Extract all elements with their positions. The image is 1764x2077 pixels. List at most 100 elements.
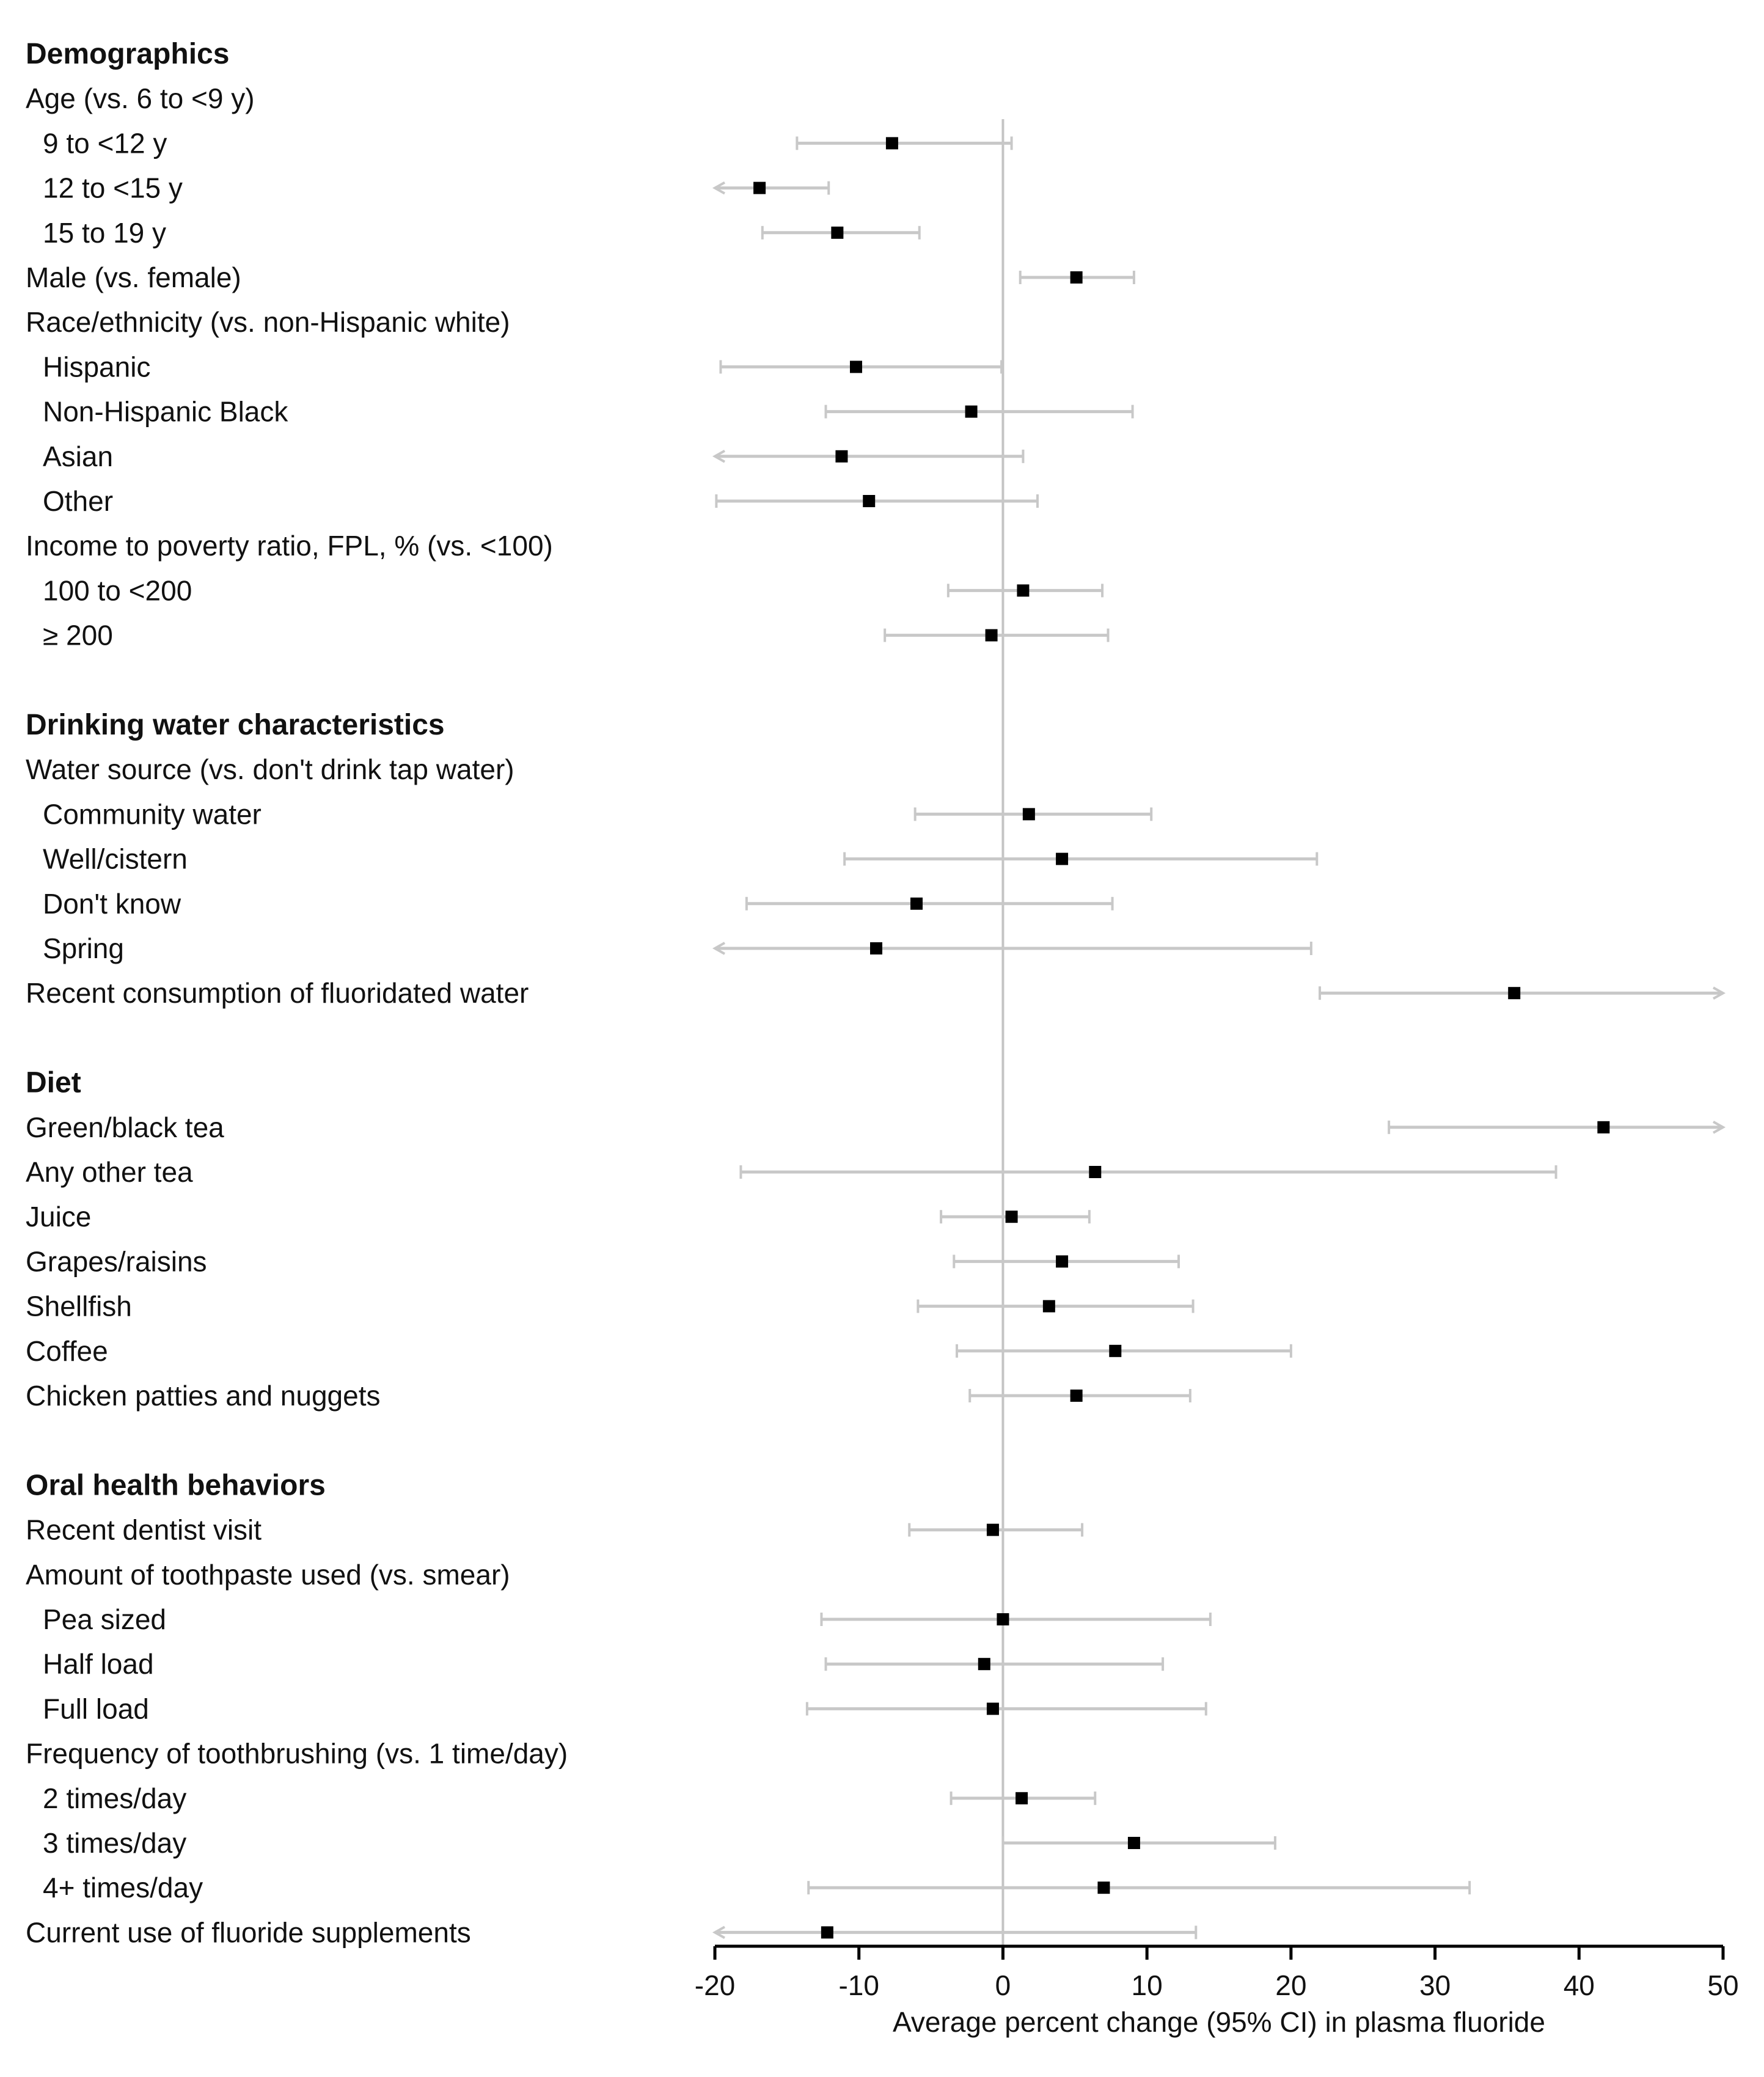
ci-row <box>940 1210 1091 1224</box>
point-estimate <box>885 137 898 150</box>
ci-row <box>1388 1120 1726 1134</box>
x-axis-title: Average percent change (95% CI) in plasm… <box>893 2006 1545 2038</box>
row-label: 3 times/day <box>43 1827 186 1859</box>
ci-row <box>843 852 1319 866</box>
ci-row <box>807 1881 1471 1895</box>
point-estimate <box>1056 1255 1069 1268</box>
row-label: Don't know <box>43 888 181 920</box>
ci-row <box>820 1613 1212 1626</box>
confidence-interval-layer <box>712 136 1726 1940</box>
point-estimate <box>1070 271 1083 284</box>
ci-row <box>739 1165 1557 1179</box>
point-estimate <box>870 942 882 954</box>
point-estimate <box>821 1926 833 1939</box>
ci-row <box>953 1255 1180 1269</box>
row-label: Asian <box>43 441 113 472</box>
row-label: Male (vs. female) <box>26 262 241 293</box>
point-estimate <box>1109 1344 1122 1357</box>
ci-row <box>824 1657 1165 1671</box>
row-label: Recent dentist visit <box>26 1514 262 1546</box>
ci-row <box>712 181 830 195</box>
ci-row <box>968 1389 1191 1402</box>
x-tick-label: -10 <box>838 1969 879 2001</box>
row-label: Recent consumption of fluoridated water <box>26 977 529 1009</box>
point-estimate <box>1070 1390 1083 1402</box>
point-estimate <box>1016 1792 1028 1804</box>
ci-row <box>1319 986 1726 1000</box>
ci-row <box>913 807 1153 821</box>
x-tick-label: 50 <box>1707 1969 1738 2001</box>
ci-row <box>712 449 1025 463</box>
row-label: Hispanic <box>43 351 150 383</box>
row-label: Any other tea <box>26 1156 193 1188</box>
ci-row <box>719 360 1003 374</box>
ci-row <box>950 1791 1097 1805</box>
row-label: Community water <box>43 798 262 830</box>
row-label: Spring <box>43 932 124 964</box>
point-estimate <box>1022 808 1035 821</box>
row-label: 9 to <12 y <box>43 127 167 159</box>
row-label: Chicken patties and nuggets <box>26 1380 381 1412</box>
ci-arrow-left <box>712 450 725 463</box>
group-label: Income to poverty ratio, FPL, % (vs. <10… <box>26 530 553 562</box>
point-estimate <box>1056 852 1069 865</box>
point-estimate <box>978 1658 990 1671</box>
ci-row <box>712 1925 1198 1940</box>
point-estimate <box>985 629 998 642</box>
section-heading: Diet <box>26 1067 81 1099</box>
ci-arrow-left <box>712 1925 725 1940</box>
row-label: 4+ times/day <box>43 1872 203 1903</box>
row-label: Coffee <box>26 1335 108 1367</box>
row-label: Non-Hispanic Black <box>43 396 288 428</box>
ci-row <box>712 942 1312 955</box>
group-label: Race/ethnicity (vs. non-Hispanic white) <box>26 306 510 338</box>
point-estimate <box>835 450 848 463</box>
point-estimate <box>910 897 923 910</box>
group-label: Amount of toothpaste used (vs. smear) <box>26 1559 510 1591</box>
point-estimate <box>831 226 844 239</box>
row-label: 12 to <15 y <box>43 172 183 204</box>
ci-row <box>956 1344 1292 1358</box>
group-label: Frequency of toothbrushing (vs. 1 time/d… <box>26 1738 568 1770</box>
point-estimate <box>1597 1121 1610 1134</box>
point-estimate <box>1127 1837 1140 1849</box>
x-axis: -20 -10 0 10 20 30 40 50 Average percent change … <box>695 1944 1739 2038</box>
ci-row <box>761 225 921 240</box>
ci-row <box>1001 1836 1276 1850</box>
ci-row <box>745 896 1114 910</box>
point-estimate <box>1005 1211 1018 1223</box>
ci-arrow-left <box>712 181 725 195</box>
ci-row <box>908 1523 1084 1537</box>
row-label: Other <box>43 485 113 517</box>
row-label: Juice <box>26 1201 91 1233</box>
row-label: 2 times/day <box>43 1782 186 1814</box>
section-heading: Demographics <box>26 38 229 70</box>
ci-row <box>715 494 1039 508</box>
row-label: Current use of fluoride supplements <box>26 1916 471 1948</box>
x-tick-label: 30 <box>1419 1969 1451 2001</box>
x-tick-label: 20 <box>1275 1969 1306 2001</box>
point-estimate <box>997 1613 1009 1625</box>
point-estimate <box>1097 1881 1110 1894</box>
row-label: Pea sized <box>43 1603 166 1635</box>
point-estimate <box>1017 584 1030 597</box>
point-estimate <box>1089 1166 1102 1178</box>
row-label: Shellfish <box>26 1291 132 1322</box>
x-tick-label: -20 <box>695 1969 735 2001</box>
row-label: ≥ 200 <box>43 620 113 651</box>
x-tick-label: 0 <box>995 1969 1011 2001</box>
row-label-layer: Demographics Age (vs. 6 to <9 y) 9 to <12 … <box>26 38 568 1948</box>
point-estimate <box>986 1523 999 1536</box>
ci-row <box>1019 271 1135 284</box>
ci-arrow-left <box>712 942 725 955</box>
x-tick-label: 40 <box>1564 1969 1595 2001</box>
row-label: Grapes/raisins <box>26 1245 207 1277</box>
row-label: Half load <box>43 1648 154 1680</box>
group-label: Age (vs. 6 to <9 y) <box>26 82 255 114</box>
row-label: Full load <box>43 1693 149 1724</box>
point-estimate <box>850 361 862 373</box>
section-heading: Drinking water characteristics <box>26 709 445 741</box>
row-label: Well/cistern <box>43 843 188 875</box>
point-estimate <box>986 1702 999 1715</box>
